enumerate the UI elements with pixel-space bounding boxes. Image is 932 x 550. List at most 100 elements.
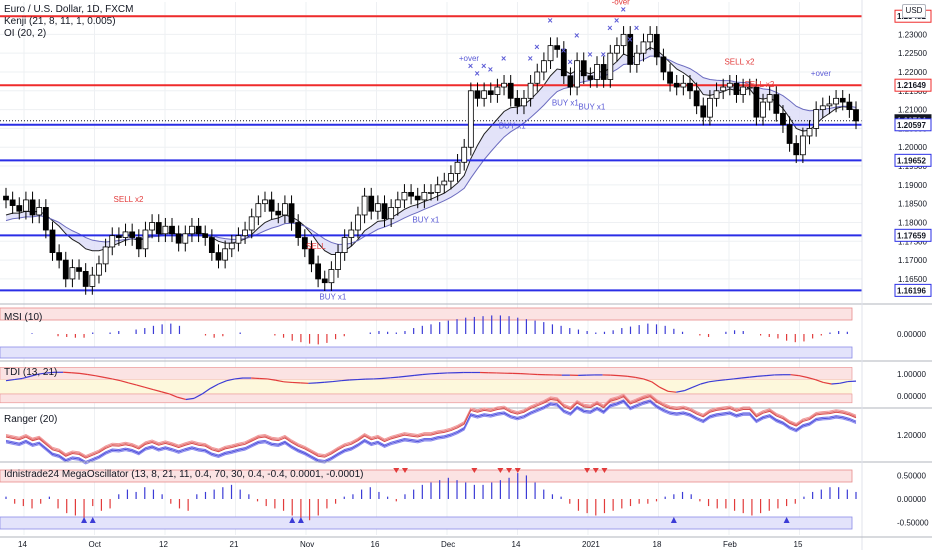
candle-body xyxy=(162,225,169,235)
candle-body xyxy=(235,235,242,244)
mega-buy-triangle xyxy=(670,517,677,523)
tdi-line-segment xyxy=(700,381,710,385)
price-level-tag xyxy=(894,228,932,242)
candle-body xyxy=(56,252,63,261)
candle-body xyxy=(9,199,16,206)
tdi-line-segment xyxy=(112,378,121,382)
candle-body xyxy=(467,90,474,148)
signal-cross-marker: × xyxy=(607,23,612,33)
candle-body xyxy=(248,216,255,231)
tdi-line-segment xyxy=(692,383,701,388)
candle-body xyxy=(514,97,521,107)
x-tick-label: 2021 xyxy=(582,540,600,549)
candle-body xyxy=(660,56,667,73)
ranger-line xyxy=(5,394,857,458)
tdi-line-segment xyxy=(226,378,235,382)
x-tick-label: 21 xyxy=(230,540,239,549)
y-tick-label: 1.23000 xyxy=(898,30,927,39)
signal-cross-marker: × xyxy=(481,61,486,71)
signal-cross-marker: × xyxy=(474,68,479,78)
candle-body xyxy=(501,82,507,88)
candle-body xyxy=(295,222,302,238)
tdi-line-segment xyxy=(38,372,47,375)
chart-title: Euro / U.S. Dollar, 1D, FXCM xyxy=(4,4,134,15)
candle-body xyxy=(481,90,488,99)
tdi-line-segment xyxy=(676,390,685,393)
tdi-line-segment xyxy=(659,386,669,392)
x-tick-label: Nov xyxy=(300,540,314,549)
candle-body xyxy=(474,90,481,99)
signal-annotation: BUY x1 xyxy=(412,215,440,224)
candle-body xyxy=(102,246,109,265)
tdi-line-segment xyxy=(627,375,636,378)
tdi-line-segment xyxy=(218,380,227,385)
y-tick-label: 1.19000 xyxy=(898,181,927,190)
tdi-line-segment xyxy=(667,390,677,393)
tdi-line-segment xyxy=(332,380,342,383)
candle-body xyxy=(135,237,142,250)
ranger-panel-label: Ranger (20) xyxy=(4,414,58,425)
candle-body xyxy=(740,86,747,95)
mega-buy-triangle xyxy=(81,517,88,523)
y-tick-label: 1.20000 xyxy=(898,143,927,152)
msi-upper-zone xyxy=(0,307,853,321)
candle-body xyxy=(308,248,315,265)
tdi-line-segment xyxy=(725,378,734,381)
tdi-line-segment xyxy=(136,384,146,388)
candle-body xyxy=(461,146,468,163)
y-tick-label: 1.22000 xyxy=(898,68,927,77)
ranger-line xyxy=(5,399,857,462)
tdi-line-segment xyxy=(414,373,423,376)
candle-body xyxy=(521,97,527,107)
x-tick-label: 16 xyxy=(371,540,380,549)
candle-body xyxy=(773,94,780,114)
tdi-line-segment xyxy=(733,377,742,380)
candle-body xyxy=(766,94,773,103)
candle-body xyxy=(49,229,56,253)
tdi-line-segment xyxy=(806,376,816,381)
currency-badge[interactable]: USD xyxy=(902,4,926,18)
signal-cross-marker: × xyxy=(501,53,506,63)
candle-body xyxy=(547,45,554,62)
candle-body xyxy=(189,225,195,235)
candle-body xyxy=(780,112,786,126)
tdi-line-segment xyxy=(177,396,186,401)
candle-body xyxy=(76,267,82,272)
signal-cross-marker: × xyxy=(528,53,533,63)
ranger-line xyxy=(5,393,857,457)
candle-body xyxy=(693,90,700,107)
candle-body xyxy=(228,242,235,250)
tdi-line-segment xyxy=(643,378,652,383)
mega-sell-triangle xyxy=(497,468,504,473)
price-level-tag xyxy=(894,118,932,132)
tdi-tick-label: 0.00000 xyxy=(897,392,926,401)
candle-body xyxy=(587,75,594,80)
candle-body xyxy=(335,252,341,270)
candle-body xyxy=(388,207,395,220)
tdi-line-segment xyxy=(14,377,23,381)
candle-body xyxy=(753,86,760,118)
candle-body xyxy=(833,97,839,105)
candle-body xyxy=(202,233,209,238)
candle-body xyxy=(428,191,434,194)
price-level-tag xyxy=(894,283,932,297)
tdi-line-segment xyxy=(422,373,432,376)
candle-body xyxy=(69,267,76,280)
tdi-lower-zone xyxy=(0,393,853,404)
candle-body xyxy=(540,60,547,73)
price-level-label: 1.21649 xyxy=(897,81,926,90)
signal-cross-marker: × xyxy=(574,31,579,41)
tdi-line-segment xyxy=(234,377,244,380)
tdi-line-segment xyxy=(790,374,799,377)
tdi-line-segment xyxy=(741,376,750,379)
candle-body xyxy=(182,233,189,244)
candle-body xyxy=(640,41,647,54)
candle-body xyxy=(169,225,175,235)
candle-body xyxy=(799,135,806,156)
tdi-line-segment xyxy=(618,375,628,377)
candle-body xyxy=(361,195,368,216)
mega-sell-triangle xyxy=(601,468,608,473)
candle-body xyxy=(567,75,574,88)
tdi-line-segment xyxy=(128,382,137,386)
